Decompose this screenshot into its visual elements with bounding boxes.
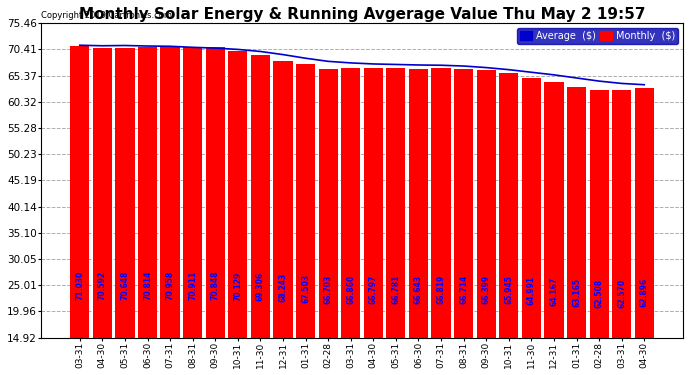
Legend: Average  ($), Monthly  ($): Average ($), Monthly ($) [518,28,678,44]
Bar [250,55,270,338]
Text: 66.819: 66.819 [437,274,446,304]
Bar [206,47,225,338]
Text: 70.958: 70.958 [166,271,175,300]
Bar [567,87,586,338]
Bar [409,69,428,338]
Bar [70,46,90,338]
Text: 70.911: 70.911 [188,271,197,300]
Text: 65.945: 65.945 [504,276,513,304]
Text: 62.508: 62.508 [595,279,604,308]
Bar [454,69,473,338]
Title: Monthly Solar Energy & Running Avgerage Value Thu May 2 19:57: Monthly Solar Energy & Running Avgerage … [79,7,645,22]
Bar [499,72,518,338]
Text: 62.570: 62.570 [617,279,627,308]
Bar [522,78,541,338]
Bar [319,69,337,338]
Bar [386,68,406,338]
Text: Copyright 2019 Cartronics.com: Copyright 2019 Cartronics.com [41,11,172,20]
Bar [589,90,609,338]
Text: 70.814: 70.814 [143,271,152,300]
Text: 68.243: 68.243 [279,273,288,302]
Bar [477,70,496,338]
Bar [92,48,112,338]
Text: 70.592: 70.592 [98,271,107,300]
Bar [183,47,202,338]
Bar [161,46,179,338]
Text: 64.991: 64.991 [527,276,536,305]
Text: 66.399: 66.399 [482,275,491,304]
Text: 70.848: 70.848 [210,271,219,300]
Bar [364,68,383,338]
Bar [431,68,451,338]
Text: 70.648: 70.648 [121,271,130,300]
Text: 66.703: 66.703 [324,274,333,304]
Bar [138,47,157,338]
Text: 66.781: 66.781 [391,274,400,304]
Text: 66.797: 66.797 [369,274,378,304]
Bar [612,90,631,338]
Text: 64.167: 64.167 [549,277,558,306]
Text: 70.129: 70.129 [233,272,242,301]
Text: 67.503: 67.503 [301,274,310,303]
Text: 66.714: 66.714 [459,274,468,304]
Bar [635,88,654,338]
Text: 62.896: 62.896 [640,278,649,308]
Bar [296,64,315,338]
Bar [273,61,293,338]
Bar [115,48,135,338]
Bar [544,82,564,338]
Bar [228,51,248,338]
Text: 69.306: 69.306 [256,272,265,302]
Bar [341,68,360,338]
Text: 66.860: 66.860 [346,274,355,304]
Text: 71.030: 71.030 [75,270,84,300]
Text: 66.643: 66.643 [414,275,423,304]
Text: 63.165: 63.165 [572,278,581,307]
